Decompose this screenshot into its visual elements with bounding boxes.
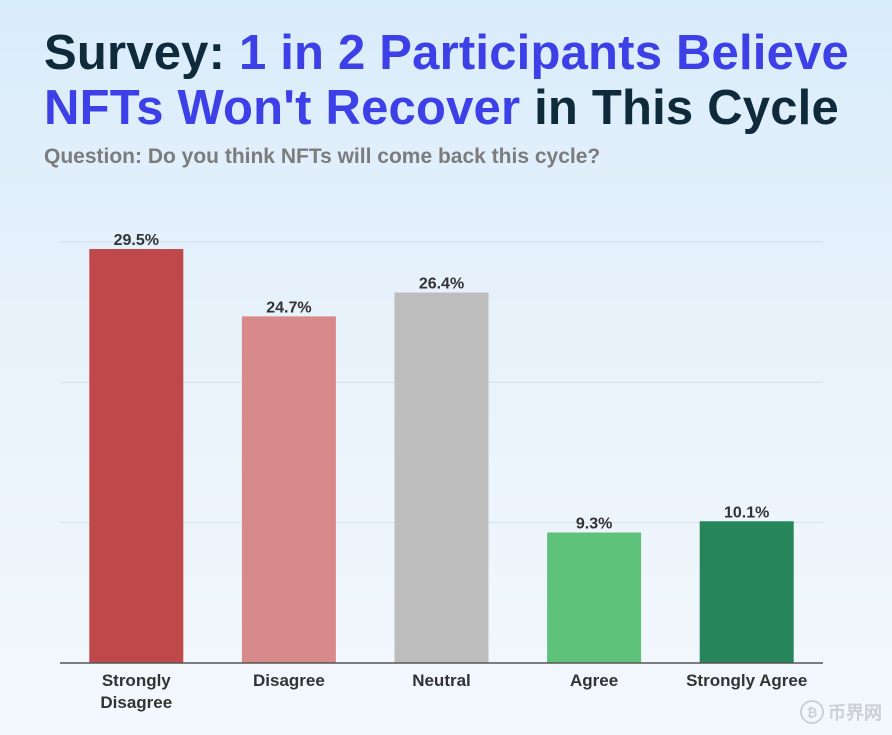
watermark-text: 币界网: [828, 703, 882, 723]
category-label-line: Agree: [570, 671, 618, 690]
data-label: 26.4%: [419, 276, 464, 293]
category-label-line: Strongly Agree: [686, 671, 807, 690]
bar: [547, 532, 642, 663]
data-label: 24.7%: [266, 299, 311, 316]
data-label: 29.5%: [114, 232, 159, 249]
title-part-3: in This Cycle: [520, 81, 839, 135]
bitcoin-coin-icon: ₿: [800, 700, 824, 724]
data-label: 9.3%: [576, 515, 612, 532]
watermark: ₿ 币界网: [800, 699, 882, 725]
data-label: 10.1%: [724, 504, 769, 521]
bar: [241, 316, 336, 663]
category-label: Disagree: [253, 671, 325, 690]
title-part-1: Survey:: [44, 26, 239, 80]
category-label-line: Disagree: [253, 671, 325, 690]
chart-title: Survey: 1 in 2 Participants Believe NFTs…: [44, 26, 874, 136]
category-label-line: Disagree: [100, 693, 172, 712]
category-label-line: Strongly: [102, 671, 171, 690]
category-label: Neutral: [412, 671, 471, 690]
category-label: Agree: [570, 671, 618, 690]
bar: [699, 521, 794, 663]
bar: [89, 249, 184, 663]
category-label: Strongly Agree: [686, 671, 807, 690]
category-label: Strongly Disagree: [100, 671, 172, 712]
title-highlight: 1 in 2 Participants Believe NFTs Won't R…: [44, 26, 849, 135]
category-label-line: Neutral: [412, 671, 471, 690]
bar: [394, 292, 489, 663]
chart-subtitle: Question: Do you think NFTs will come ba…: [44, 145, 601, 168]
